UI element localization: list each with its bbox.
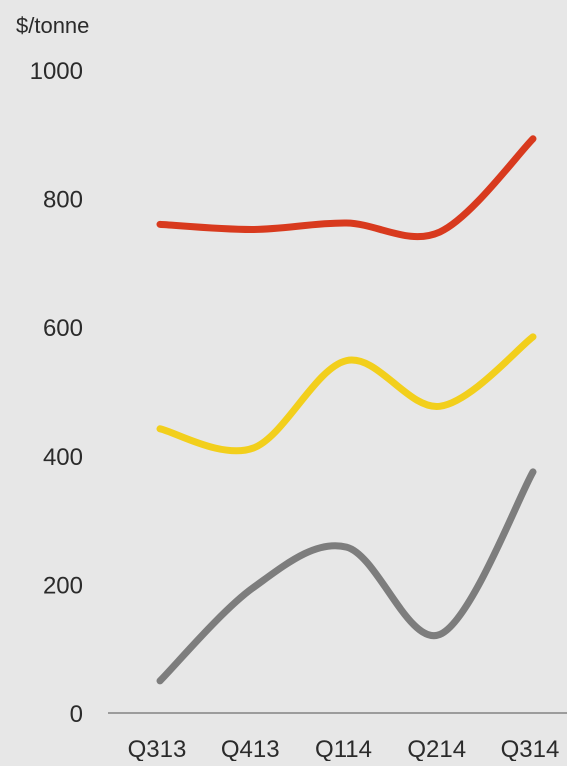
x-tick-label: Q214 xyxy=(407,736,466,761)
x-tick-label: Q314 xyxy=(501,736,560,761)
series-line-1 xyxy=(156,135,537,241)
series-line-2 xyxy=(156,333,537,455)
x-tick-label: Q413 xyxy=(221,736,280,761)
y-tick-labels: 0 200 400 600 800 1000 xyxy=(30,58,83,728)
x-tick-label: Q114 xyxy=(315,736,372,761)
series-line-3 xyxy=(156,468,537,685)
y-tick-label: 200 xyxy=(43,572,83,599)
y-tick-label: 600 xyxy=(43,315,83,342)
y-tick-label: 800 xyxy=(43,187,83,214)
y-axis-unit-label: $/tonne xyxy=(16,13,89,38)
y-tick-label: 1000 xyxy=(30,58,83,85)
series-layer xyxy=(156,135,537,685)
x-tick-label: Q313 xyxy=(128,736,187,761)
y-tick-label: 400 xyxy=(43,444,83,471)
y-tick-label: 0 xyxy=(70,701,83,728)
x-tick-labels: Q313 Q413 Q114 Q214 Q314 xyxy=(128,736,560,763)
